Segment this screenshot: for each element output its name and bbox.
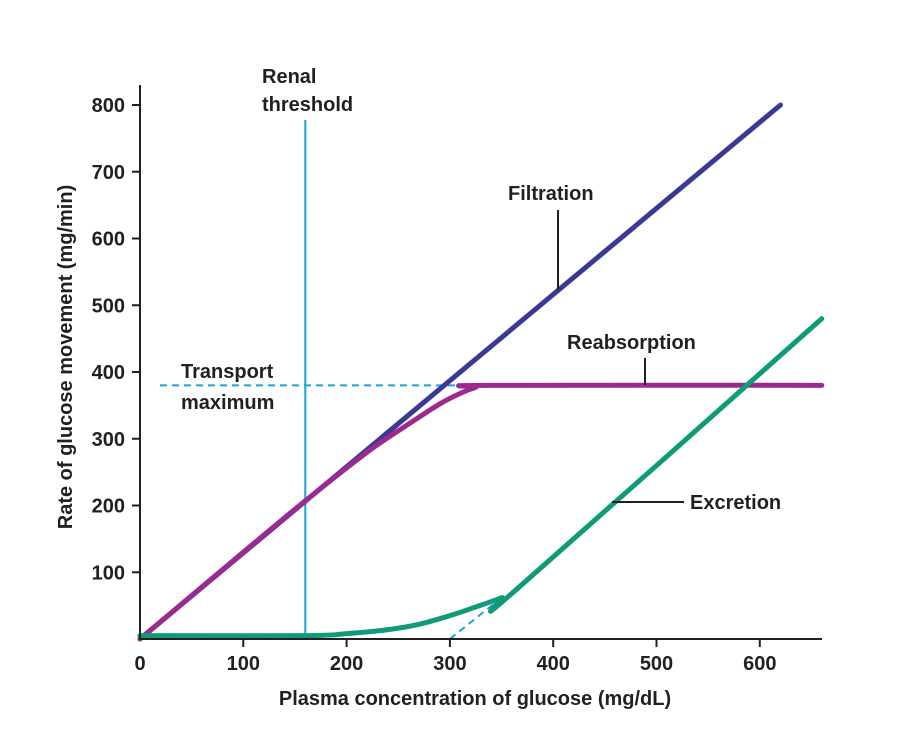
y-tick-label: 800 — [92, 95, 125, 117]
x-tick-label: 600 — [743, 653, 776, 675]
y-axis-title: Rate of glucose movement (mg/min) — [55, 185, 77, 530]
y-tick-label: 200 — [92, 496, 125, 518]
y-tick-label: 100 — [92, 562, 125, 584]
excretion-label: Excretion — [690, 492, 781, 514]
reference-lines — [160, 120, 503, 640]
ticks: 0 100 200 300 400 500 600 100 200 300 400 500 600 700… — [92, 95, 777, 675]
x-tick-label: 300 — [433, 653, 466, 675]
y-tick-label: 700 — [92, 162, 125, 184]
axes — [139, 85, 822, 640]
y-tick-label: 400 — [92, 362, 125, 384]
filtration-label: Filtration — [508, 183, 594, 205]
y-tick-label: 500 — [92, 295, 125, 317]
x-tick-label: 0 — [134, 653, 145, 675]
x-tick-label: 500 — [640, 653, 673, 675]
x-tick-label: 100 — [227, 653, 260, 675]
y-tick-label: 300 — [92, 429, 125, 451]
excretion-extrapolation-line — [449, 596, 503, 640]
y-tick-label: 600 — [92, 229, 125, 251]
x-axis-title: Plasma concentration of glucose (mg/dL) — [279, 688, 671, 710]
series-reabsorption-line — [137, 382, 825, 642]
renal-threshold-label-line2: threshold — [262, 94, 353, 116]
renal-threshold-label-line1: Renal — [262, 66, 316, 88]
x-tick-label: 400 — [537, 653, 570, 675]
series-layer — [137, 102, 825, 642]
series-excretion-line — [137, 316, 825, 639]
transport-maximum-label-line2: maximum — [181, 392, 274, 414]
reabsorption-label: Reabsorption — [567, 332, 696, 354]
x-tick-label: 200 — [330, 653, 363, 675]
leader-lines — [557, 210, 684, 503]
transport-maximum-label-line1: Transport — [181, 361, 274, 383]
